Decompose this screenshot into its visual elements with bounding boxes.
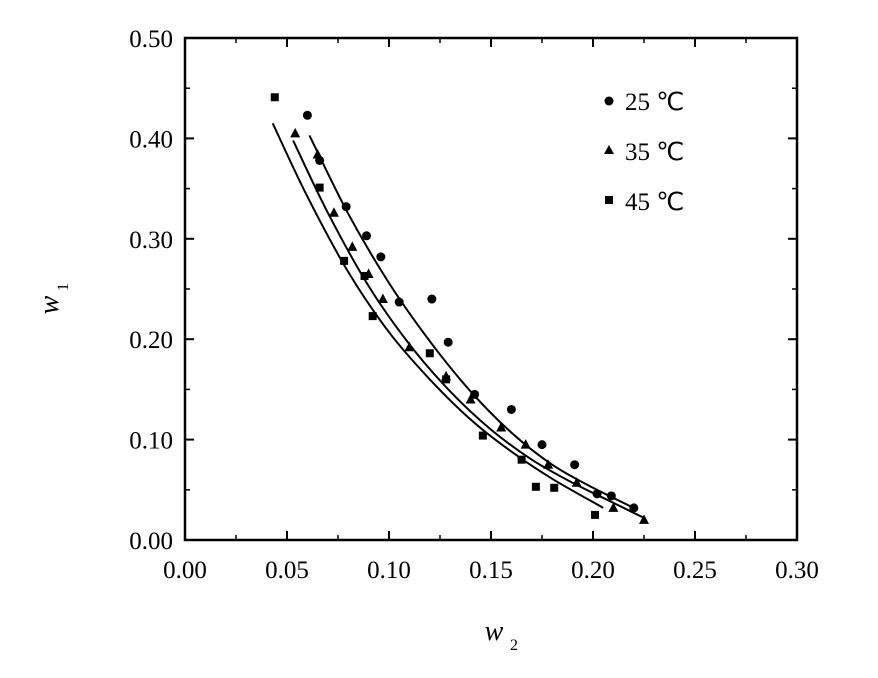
x-tick-label: 0.15 [469,557,513,584]
point-45c [531,482,540,491]
point-25c [606,491,616,501]
x-tick-label: 0.25 [673,557,717,584]
point-35c [290,127,301,138]
legend-label-25c: 25 ℃ [625,89,684,116]
x-tick-label: 0.00 [163,557,207,584]
y-tick-label: 0.40 [129,126,173,153]
point-25c [629,503,639,513]
point-35c [571,477,582,487]
legend-marker-35c [604,145,614,154]
point-25c [443,337,453,347]
point-35c [496,422,507,432]
y-tick-label: 0.00 [129,528,173,555]
point-35c [404,341,415,352]
fit-line-35c [292,139,645,519]
point-35c [312,148,323,159]
point-25c [376,252,386,262]
x-tick-label: 0.20 [571,557,615,584]
point-25c [362,231,372,241]
point-25c [470,389,480,399]
ticks [184,37,798,541]
point-45c [425,349,434,358]
x-tick-label: 0.05 [265,557,309,584]
legend: 25 ℃ 35 ℃ 45 ℃ [604,89,684,216]
point-45c [340,256,349,265]
y-axis-label-subscript: 1 [55,283,72,291]
legend-label-45c: 45 ℃ [625,189,684,216]
point-35c [465,393,476,404]
fit-line-45c [271,122,604,509]
point-45c [550,483,559,492]
legend-label-35c: 35 ℃ [625,139,684,166]
point-35c [347,241,358,251]
point-25c [302,110,312,120]
point-25c [570,460,580,470]
y-axis-label: w [34,295,65,314]
y-tick-label: 0.20 [129,327,173,354]
point-25c [427,294,437,304]
point-35c [608,502,619,512]
point-45c [478,431,487,440]
point-35c [520,439,531,449]
y-tick-label: 0.50 [129,26,173,53]
point-25c [394,297,404,307]
x-axis-label-subscript: 2 [510,637,518,654]
point-25c [537,440,547,450]
fit-line-25c [308,134,639,511]
y-axis-label-group: w 1 [34,283,72,314]
x-tick-label: 0.30 [775,557,819,584]
point-45c [270,93,279,102]
tick-labels: 0.00 0.05 0.10 0.15 0.20 0.25 0.30 0.00 0.10 0.20… [129,26,819,584]
point-35c [543,459,554,469]
data-points [270,93,649,524]
legend-marker-25c [604,96,614,106]
x-axis-label: w [485,616,504,647]
point-45c [517,455,526,464]
point-45c [591,510,600,519]
point-35c [377,293,388,304]
point-25c [506,404,516,414]
point-45c [315,183,324,192]
x-tick-label: 0.10 [367,557,411,584]
point-45c [360,271,369,280]
plot-frame [183,36,799,542]
point-45c [442,375,451,384]
y-tick-label: 0.30 [129,227,173,254]
point-25c [592,489,602,499]
y-tick-label: 0.10 [129,428,173,455]
point-25c [341,202,351,212]
point-35c [639,514,649,524]
point-35c [328,207,339,217]
legend-marker-45c [605,196,613,204]
fit-lines [271,122,645,519]
point-45c [368,312,377,321]
